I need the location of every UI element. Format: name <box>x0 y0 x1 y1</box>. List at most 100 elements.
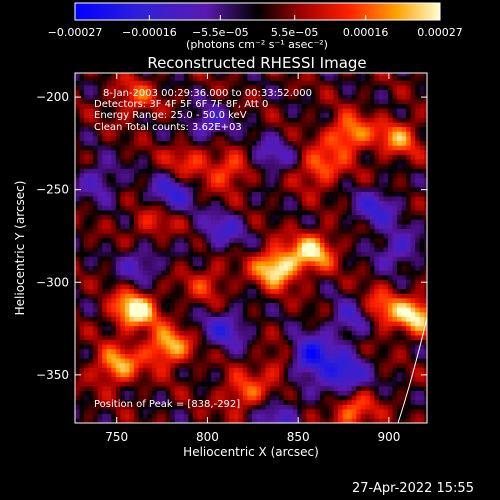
heatmap-cell <box>124 80 130 86</box>
heatmap-cell <box>229 376 235 382</box>
heatmap-cell <box>315 260 321 266</box>
heatmap-cell <box>283 413 289 419</box>
heatmap-cell <box>233 381 239 387</box>
heatmap-cell <box>220 251 226 257</box>
heatmap-cell <box>279 154 285 160</box>
heatmap-cell <box>256 182 262 188</box>
heatmap-cell <box>156 330 162 336</box>
heatmap-cell <box>224 112 230 118</box>
heatmap-cell <box>283 145 289 151</box>
heatmap-cell <box>301 191 307 197</box>
heatmap-cell <box>170 214 176 220</box>
heatmap-cell <box>283 159 289 165</box>
heatmap-cell <box>224 362 230 368</box>
heatmap-cell <box>93 112 99 118</box>
heatmap-cell <box>179 94 185 100</box>
heatmap-cell <box>202 321 207 327</box>
heatmap-cell <box>93 210 99 216</box>
heatmap-cell <box>342 168 348 174</box>
heatmap-cell <box>297 376 303 382</box>
heatmap-cell <box>183 335 189 341</box>
heatmap-cell <box>211 358 217 364</box>
heatmap-cell <box>347 344 353 350</box>
heatmap-cell <box>292 173 298 179</box>
heatmap-cell <box>183 251 189 257</box>
heatmap-cell <box>365 325 371 331</box>
heatmap-cell <box>351 173 357 179</box>
heatmap-cell <box>179 200 185 206</box>
heatmap-cell <box>301 94 307 100</box>
heatmap-cell <box>111 163 117 169</box>
heatmap-cell <box>161 418 167 423</box>
heatmap-cell <box>111 228 117 234</box>
heatmap-cell <box>238 339 244 345</box>
heatmap-cell <box>315 154 321 160</box>
heatmap-cell <box>129 75 135 81</box>
heatmap-cell <box>202 205 207 211</box>
heatmap-cell <box>211 399 217 405</box>
heatmap-cell <box>120 103 126 109</box>
heatmap-cell <box>192 302 198 308</box>
heatmap-cell <box>188 112 194 118</box>
heatmap-cell <box>143 325 148 331</box>
heatmap-cell <box>297 311 303 317</box>
heatmap-cell <box>356 395 362 401</box>
heatmap-cell <box>129 145 135 151</box>
heatmap-cell <box>338 381 344 387</box>
heatmap-cell <box>301 288 307 294</box>
heatmap-cell <box>115 200 121 206</box>
heatmap-cell <box>192 284 198 290</box>
heatmap-cell <box>206 265 212 271</box>
heatmap-cell <box>129 112 135 118</box>
heatmap-cell <box>356 339 362 345</box>
heatmap-cell <box>111 353 117 359</box>
heatmap-cell <box>224 94 230 100</box>
heatmap-cell <box>360 75 366 81</box>
heatmap-cell <box>247 418 253 423</box>
heatmap-cell <box>156 256 162 262</box>
heatmap-cell <box>106 358 112 364</box>
heatmap-cell <box>319 159 325 165</box>
heatmap-cell <box>342 108 348 114</box>
heatmap-cell <box>111 154 117 160</box>
heatmap-cell <box>152 228 158 234</box>
heatmap-cell <box>170 223 176 229</box>
heatmap-cell <box>247 399 253 405</box>
heatmap-cell <box>238 325 244 331</box>
heatmap-cell <box>102 376 108 382</box>
heatmap-cell <box>310 413 316 419</box>
heatmap-cell <box>156 367 162 373</box>
heatmap-cell <box>115 376 121 382</box>
heatmap-cell <box>211 242 217 248</box>
heatmap-cell <box>229 214 235 220</box>
heatmap-cell <box>356 279 362 285</box>
heatmap-cell <box>147 163 153 169</box>
heatmap-cell <box>179 242 185 248</box>
heatmap-cell <box>152 131 158 137</box>
heatmap-cell <box>206 348 212 354</box>
heatmap-cell <box>242 395 248 401</box>
heatmap-cell <box>170 140 176 146</box>
heatmap-cell <box>220 325 226 331</box>
heatmap-cell <box>183 135 189 141</box>
heatmap-cell <box>310 399 316 405</box>
heatmap-cell <box>229 94 235 100</box>
heatmap-cell <box>247 409 253 415</box>
heatmap-cell <box>315 85 321 91</box>
heatmap-cell <box>220 344 226 350</box>
heatmap-cell <box>283 173 289 179</box>
heatmap-cell <box>324 149 330 155</box>
heatmap-cell <box>301 182 307 188</box>
heatmap-cell <box>242 293 248 299</box>
heatmap-cell <box>292 140 298 146</box>
heatmap-cell <box>288 73 294 77</box>
heatmap-cell <box>365 122 371 128</box>
heatmap-cell <box>356 186 362 192</box>
heatmap-cell <box>310 122 316 128</box>
heatmap-cell <box>202 103 207 109</box>
heatmap-cell <box>315 330 321 336</box>
heatmap-cell <box>365 242 371 248</box>
heatmap-cell <box>260 223 266 229</box>
heatmap-cell <box>188 270 194 276</box>
heatmap-cell <box>301 163 307 169</box>
